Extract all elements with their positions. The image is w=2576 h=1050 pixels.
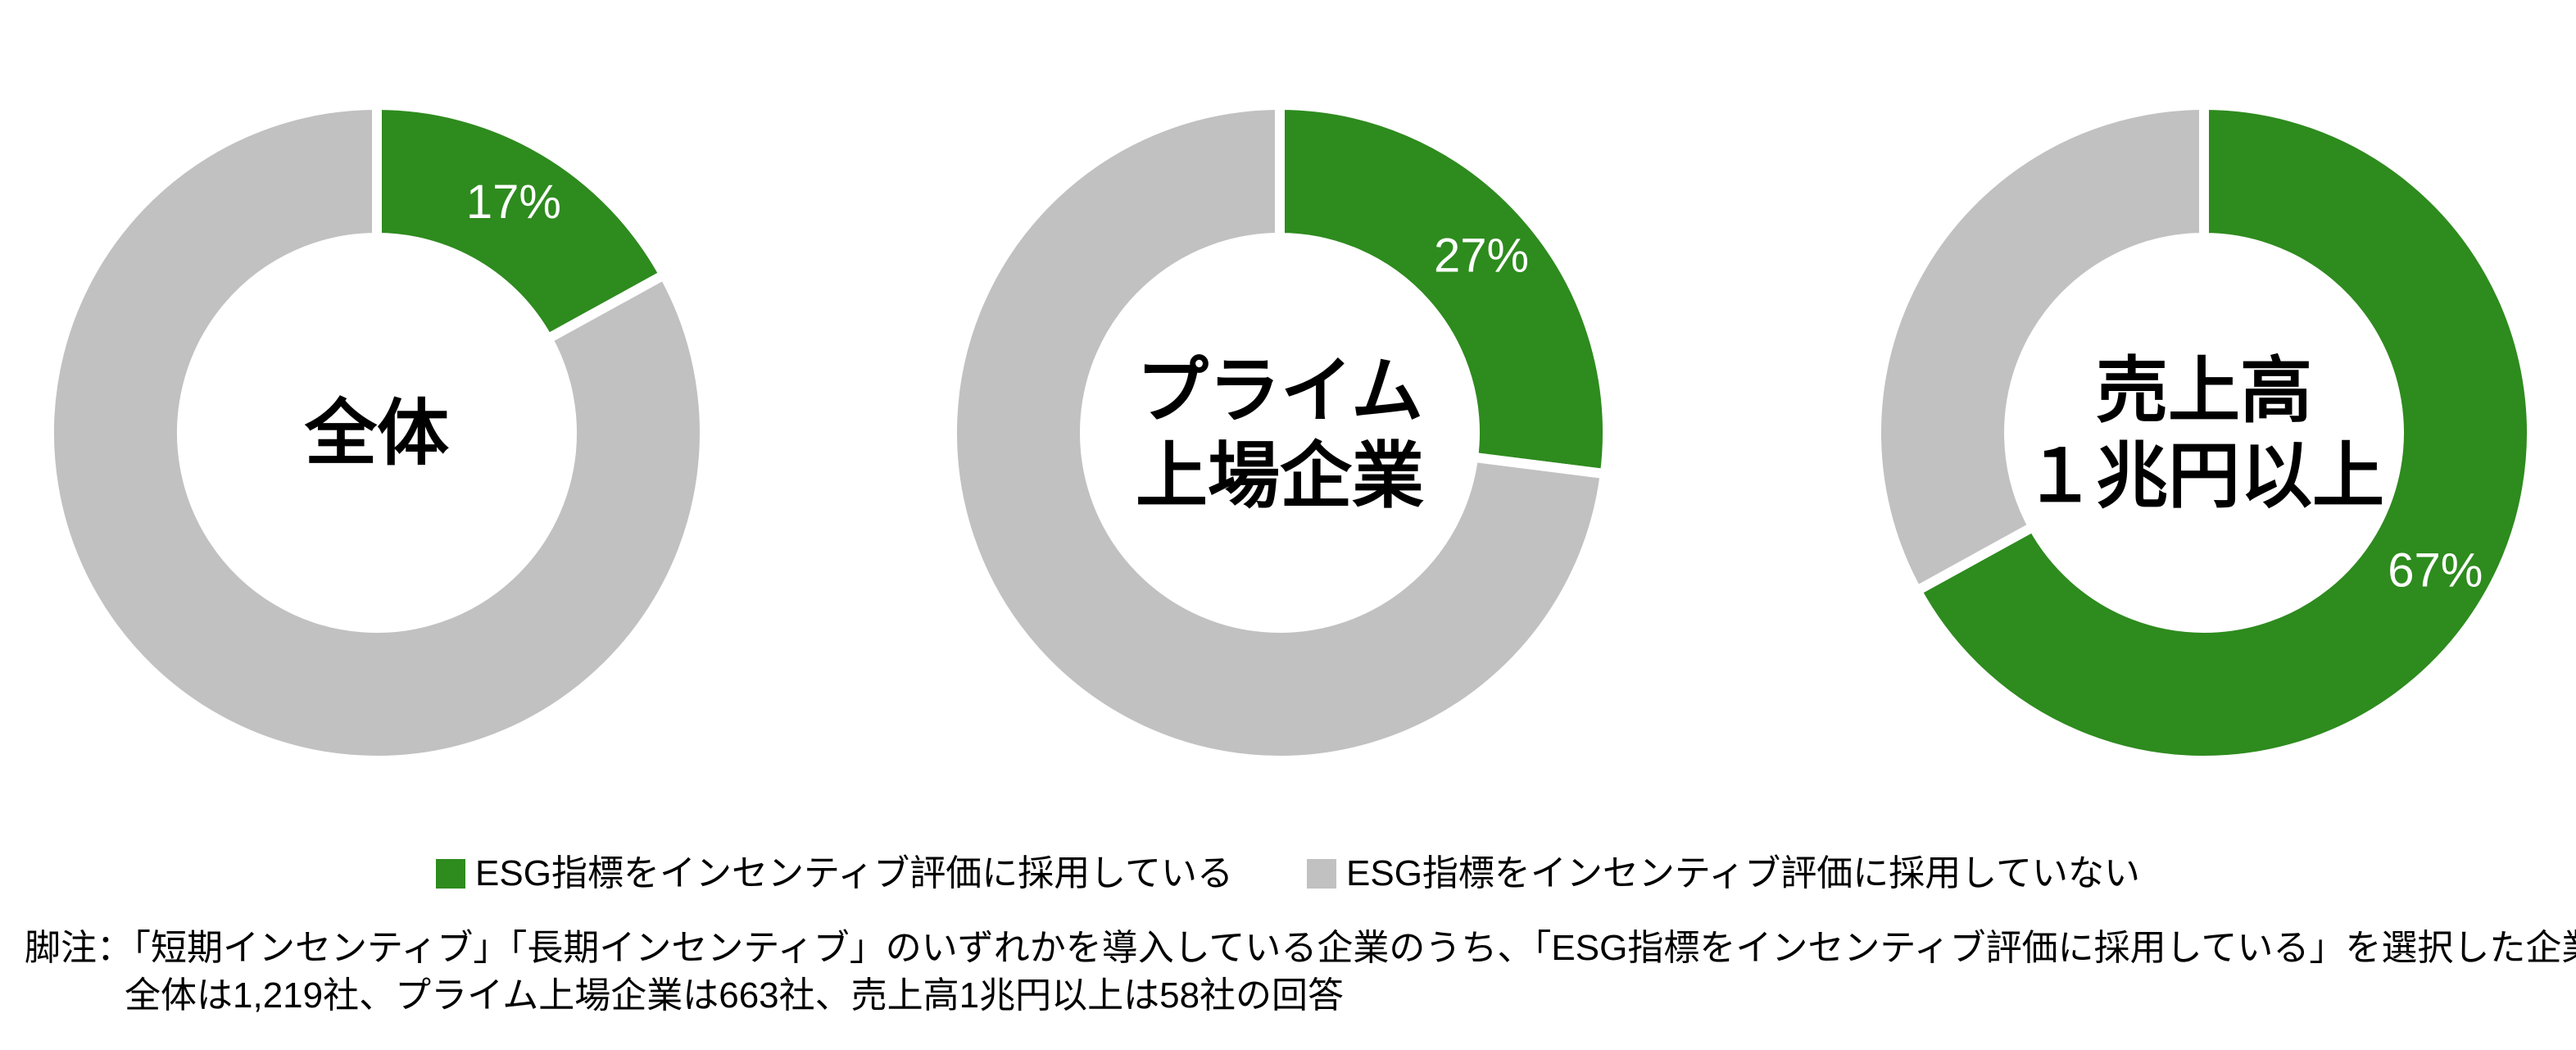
donut-slice-not-adopted [947,99,1611,766]
donut-percent-label: 67% [2388,543,2483,597]
donut-percent-label: 17% [466,175,561,229]
donut-svg-prime-listed: 27% プライム上場企業 [947,99,1612,766]
donut-slice-adopted [1910,99,2537,766]
legend-label-adopted: ESG指標をインセンティブ評価に採用している [475,853,1233,893]
donut-chart-prime-listed: 27% プライム上場企業 [942,95,1617,770]
donut-center-label: プライム上場企業 [1136,350,1424,516]
legend-item-adopted: ESG指標をインセンティブ評価に採用している [436,853,1233,893]
donut-chart-revenue-over-1t: 67% 売上高１兆円以上 [1866,95,2542,770]
legend-item-not-adopted: ESG指標をインセンティブ評価に採用していない [1307,853,2140,893]
donut-center-label: 売上高１兆円以上 [2024,350,2384,516]
donut-chart-zentai: 17% 全体 [39,95,714,770]
legend-label-not-adopted: ESG指標をインセンティブ評価に採用していない [1346,853,2140,893]
footnote-line-1: 脚注：「短期インセンティブ」「長期インセンティブ」のいずれかを導入している企業の… [25,928,2576,968]
footnote: 脚注：「短期インセンティブ」「長期インセンティブ」のいずれかを導入している企業の… [25,925,2576,1020]
donut-percent-label: 27% [1434,229,1529,282]
footnote-line-2: 全体は1,219社、プライム上場企業は663社、売上高1兆円以上は58社の回答 [125,975,1345,1016]
donut-svg-zentai: 17% 全体 [44,99,710,766]
donut-center-label: 全体 [304,393,449,474]
chart-legend: ESG指標をインセンティブ評価に採用している ESG指標をインセンティブ評価に採… [0,853,2576,893]
donut-svg-revenue-over-1t: 67%売上高１兆円以上 [1871,99,2537,766]
legend-marker-adopted [436,859,466,889]
donut-slice-adopted [1275,99,1612,480]
donut-slice-not-adopted [44,99,710,766]
donut-slice-adopted [372,99,671,346]
donut-slice-not-adopted [1871,99,2209,598]
legend-marker-not-adopted [1307,859,1336,889]
